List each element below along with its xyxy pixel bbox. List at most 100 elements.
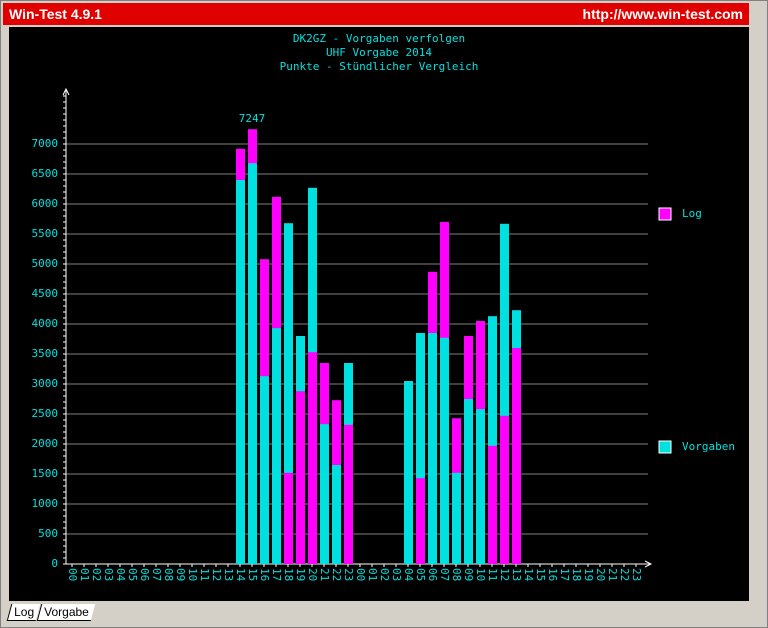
legend-label: Log — [682, 207, 702, 220]
x-tick-label: 08 — [162, 568, 175, 581]
x-tick-label: 13 — [510, 568, 523, 581]
bar — [428, 333, 437, 564]
bar — [440, 337, 449, 564]
chart-title: DK2GZ - Vorgaben verfolgen — [293, 32, 465, 45]
bar — [476, 409, 485, 564]
title-bar: Win-Test 4.9.1 http://www.win-test.com — [3, 3, 749, 25]
tab[interactable]: Log — [6, 604, 41, 621]
bar — [284, 472, 293, 564]
x-tick-label: 17 — [270, 568, 283, 581]
x-tick-label: 16 — [258, 568, 271, 581]
x-tick-label: 10 — [186, 568, 199, 581]
bar — [296, 391, 305, 564]
y-tick-label: 4500 — [32, 287, 59, 300]
x-tick-label: 14 — [234, 568, 247, 582]
y-tick-label: 5500 — [32, 227, 59, 240]
x-tick-label: 09 — [174, 568, 187, 581]
x-tick-label: 21 — [318, 568, 331, 581]
y-tick-label: 3500 — [32, 347, 59, 360]
x-tick-label: 08 — [450, 568, 463, 581]
x-tick-label: 17 — [558, 568, 571, 581]
x-tick-label: 12 — [210, 568, 223, 581]
y-tick-label: 2500 — [32, 407, 59, 420]
x-tick-label: 15 — [246, 568, 259, 581]
x-tick-label: 13 — [222, 568, 235, 581]
chart: DK2GZ - Vorgaben verfolgen UHF Vorgabe 2… — [9, 27, 749, 601]
bar — [488, 316, 497, 564]
x-axis-arrow — [644, 560, 653, 568]
x-tick-label: 21 — [606, 568, 619, 581]
x-tick-label: 05 — [126, 568, 139, 581]
x-tick-label: 12 — [498, 568, 511, 581]
window-url: http://www.win-test.com — [582, 6, 743, 22]
x-tick-label: 10 — [474, 568, 487, 581]
bar — [500, 223, 509, 565]
x-tick-label: 23 — [630, 568, 643, 581]
bar — [332, 465, 341, 564]
window-title: Win-Test 4.9.1 — [9, 6, 102, 22]
x-tick-label: 19 — [294, 568, 307, 581]
y-tick-label: 5000 — [32, 257, 59, 270]
x-tick-label: 03 — [390, 568, 403, 581]
x-tick-label: 14 — [522, 568, 535, 582]
x-tick-label: 02 — [378, 568, 391, 581]
x-tick-label: 00 — [66, 568, 79, 581]
bar — [320, 424, 329, 564]
x-tick-label: 07 — [438, 568, 451, 581]
x-tick-label: 18 — [570, 568, 583, 581]
x-tick-label: 20 — [306, 568, 319, 581]
x-tick-label: 23 — [342, 568, 355, 581]
bar — [236, 180, 245, 564]
y-tick-label: 3000 — [32, 377, 59, 390]
y-tick-label: 4000 — [32, 317, 59, 330]
legend-label: Vorgaben — [682, 440, 735, 453]
x-tick-label: 02 — [90, 568, 103, 581]
bar — [248, 163, 257, 564]
y-tick-label: 7000 — [32, 137, 59, 150]
tab-label[interactable]: Vorgabe — [44, 605, 90, 619]
y-axis-arrow — [62, 87, 70, 96]
x-tick-label: 15 — [534, 568, 547, 581]
tab-label[interactable]: Log — [14, 605, 35, 619]
bar — [416, 333, 425, 564]
x-tick-label: 01 — [366, 568, 379, 581]
bar — [272, 328, 281, 564]
y-tick-label: 6500 — [32, 167, 59, 180]
x-tick-label: 00 — [354, 568, 367, 581]
x-tick-label: 11 — [198, 568, 211, 581]
x-tick-label: 22 — [618, 568, 631, 581]
y-tick-label: 1000 — [32, 497, 59, 510]
legend-swatch — [658, 207, 672, 221]
y-tick-label: 6000 — [32, 197, 59, 210]
data-label: 7247 — [239, 112, 266, 125]
y-tick-label: 500 — [38, 527, 58, 540]
bar — [500, 415, 509, 564]
y-tick-label: 1500 — [32, 467, 59, 480]
bar — [284, 223, 293, 564]
y-tick-label: 2000 — [32, 437, 59, 450]
bar — [488, 445, 497, 564]
x-tick-label: 01 — [78, 568, 91, 581]
bar — [464, 399, 473, 564]
bar — [344, 424, 353, 564]
x-tick-label: 09 — [462, 568, 475, 581]
bar — [308, 352, 317, 564]
tab[interactable]: Vorgabe — [37, 604, 96, 621]
y-tick-label: 0 — [51, 557, 58, 570]
bar — [452, 472, 461, 564]
x-tick-label: 06 — [426, 568, 439, 581]
x-tick-label: 18 — [282, 568, 295, 581]
bar — [404, 381, 413, 564]
x-tick-label: 04 — [402, 568, 415, 582]
x-tick-label: 04 — [114, 568, 127, 582]
bar — [512, 348, 521, 564]
chart-subtitle: UHF Vorgabe 2014 — [326, 46, 432, 59]
x-tick-label: 05 — [414, 568, 427, 581]
x-tick-label: 06 — [138, 568, 151, 581]
chart-subtitle: Punkte - Stündlicher Vergleich — [280, 60, 479, 73]
bar — [260, 376, 269, 564]
bar — [416, 478, 425, 564]
x-tick-label: 22 — [330, 568, 343, 581]
x-tick-label: 20 — [594, 568, 607, 581]
